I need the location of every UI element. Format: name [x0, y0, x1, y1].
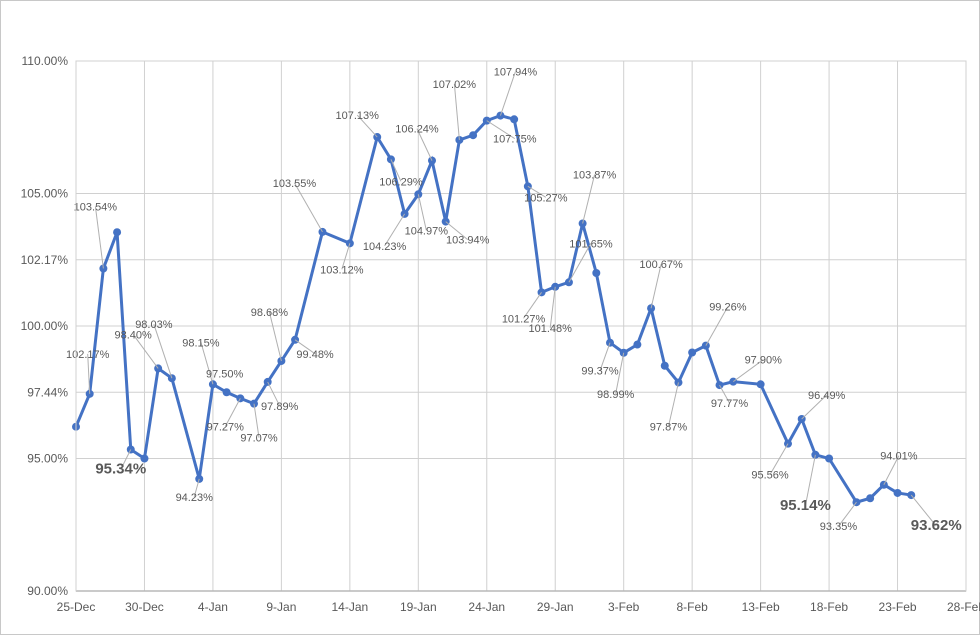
svg-text:97.44%: 97.44%: [27, 385, 68, 399]
svg-text:102.17%: 102.17%: [66, 349, 110, 361]
svg-text:103.87%: 103.87%: [573, 169, 617, 181]
svg-text:107.94%: 107.94%: [494, 67, 538, 79]
svg-text:106.24%: 106.24%: [395, 124, 439, 136]
svg-text:110.00%: 110.00%: [22, 54, 69, 68]
svg-text:94.01%: 94.01%: [880, 451, 918, 463]
svg-text:105.00%: 105.00%: [21, 187, 69, 201]
svg-text:93.62%: 93.62%: [911, 517, 962, 534]
svg-text:99.26%: 99.26%: [709, 302, 747, 314]
chart-container: 90.00% 95.00% 97.44% 100.00% 102.17% 105.00% 1…: [0, 0, 980, 635]
svg-text:101.65%: 101.65%: [569, 238, 613, 250]
svg-text:97.90%: 97.90%: [745, 355, 783, 367]
svg-text:18-Feb: 18-Feb: [810, 600, 848, 614]
svg-text:95.34%: 95.34%: [95, 460, 146, 477]
svg-text:100.00%: 100.00%: [21, 319, 69, 333]
svg-text:97.07%: 97.07%: [240, 433, 278, 445]
svg-text:95.00%: 95.00%: [27, 452, 68, 466]
svg-text:25-Dec: 25-Dec: [57, 600, 96, 614]
svg-text:107.75%: 107.75%: [493, 134, 537, 146]
svg-text:104.97%: 104.97%: [405, 225, 449, 237]
svg-text:97.77%: 97.77%: [711, 398, 749, 410]
svg-text:97.87%: 97.87%: [650, 421, 688, 433]
svg-text:103.12%: 103.12%: [320, 264, 364, 276]
svg-text:14-Jan: 14-Jan: [331, 600, 368, 614]
svg-text:99.48%: 99.48%: [296, 349, 334, 361]
svg-text:30-Dec: 30-Dec: [125, 600, 164, 614]
svg-text:90.00%: 90.00%: [27, 584, 68, 598]
line-chart: 90.00% 95.00% 97.44% 100.00% 102.17% 105.00% 1…: [1, 1, 980, 635]
svg-text:94.23%: 94.23%: [176, 492, 214, 504]
svg-text:101.48%: 101.48%: [529, 323, 573, 335]
svg-text:93.35%: 93.35%: [820, 521, 858, 533]
svg-text:107.02%: 107.02%: [433, 79, 477, 91]
svg-text:19-Jan: 19-Jan: [400, 600, 437, 614]
svg-text:24-Jan: 24-Jan: [468, 600, 505, 614]
svg-text:103.94%: 103.94%: [446, 235, 490, 247]
svg-text:103.54%: 103.54%: [74, 201, 118, 213]
svg-text:105.27%: 105.27%: [524, 192, 568, 204]
svg-text:103.55%: 103.55%: [273, 178, 317, 190]
svg-text:102.17%: 102.17%: [21, 253, 69, 267]
svg-text:95.14%: 95.14%: [780, 497, 831, 514]
svg-text:100.67%: 100.67%: [639, 259, 683, 271]
svg-text:97.27%: 97.27%: [207, 421, 245, 433]
svg-text:98.99%: 98.99%: [597, 389, 635, 401]
svg-text:98.15%: 98.15%: [182, 337, 220, 349]
svg-text:28-Feb: 28-Feb: [947, 600, 980, 614]
svg-text:97.89%: 97.89%: [261, 401, 299, 413]
svg-text:95.56%: 95.56%: [751, 470, 789, 482]
svg-text:29-Jan: 29-Jan: [537, 600, 574, 614]
svg-text:8-Feb: 8-Feb: [676, 600, 708, 614]
svg-text:106.29%: 106.29%: [379, 176, 423, 188]
svg-text:97.50%: 97.50%: [206, 368, 244, 380]
svg-text:98.68%: 98.68%: [251, 307, 289, 319]
svg-text:13-Feb: 13-Feb: [742, 600, 780, 614]
svg-text:99.37%: 99.37%: [581, 366, 619, 378]
svg-text:104.23%: 104.23%: [363, 241, 407, 253]
svg-text:107.13%: 107.13%: [336, 110, 380, 122]
svg-text:23-Feb: 23-Feb: [879, 600, 917, 614]
svg-text:96.49%: 96.49%: [808, 390, 846, 402]
svg-text:9-Jan: 9-Jan: [266, 600, 296, 614]
svg-text:3-Feb: 3-Feb: [608, 600, 640, 614]
svg-text:98.03%: 98.03%: [135, 319, 173, 331]
svg-text:4-Jan: 4-Jan: [198, 600, 228, 614]
